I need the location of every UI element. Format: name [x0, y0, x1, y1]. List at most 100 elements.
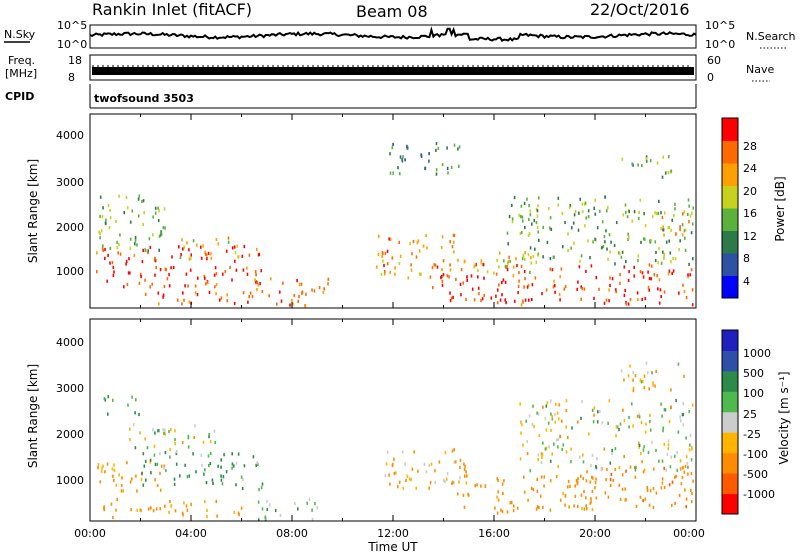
power-cell: [377, 252, 380, 256]
velocity-cell: [238, 513, 240, 517]
velocity-cell: [188, 474, 191, 478]
power-cell: [210, 256, 213, 260]
power-cell: [682, 212, 684, 216]
velocity-cell: [545, 404, 548, 408]
velocity-cell: [543, 475, 546, 479]
power-cbar-tick-4: 4: [743, 275, 750, 288]
power-cell: [595, 276, 598, 280]
power-cell: [116, 240, 118, 244]
freq-label-line2: [MHz]: [5, 67, 37, 80]
velocity-cell: [542, 505, 544, 509]
noise-left-tick-top: 10^5: [57, 19, 87, 32]
power-cell: [688, 204, 690, 208]
velocity-cell: [165, 469, 167, 473]
nave-label: Nave: [746, 63, 774, 76]
power-cell: [532, 254, 535, 259]
power-cell: [685, 296, 688, 300]
power-cell: [527, 253, 530, 257]
velocity-cell: [164, 504, 166, 508]
velocity-cell: [573, 504, 575, 508]
power-cell: [441, 283, 444, 287]
velocity-cell: [639, 495, 642, 499]
power-cell: [602, 245, 605, 249]
velocity-cell: [599, 409, 601, 413]
power-cell: [123, 285, 125, 289]
velocity-cell: [614, 467, 617, 472]
power-cell: [133, 254, 136, 258]
velocity-cell: [216, 514, 218, 518]
velocity-cell: [543, 484, 545, 488]
power-cell: [587, 239, 589, 243]
velocity-cell: [168, 510, 170, 514]
power-cell: [471, 287, 474, 291]
power-cell: [610, 240, 612, 244]
power-cell: [512, 274, 515, 278]
power-cell: [214, 285, 216, 289]
power-cell: [662, 228, 665, 232]
power-cell: [389, 152, 391, 156]
power-cell: [536, 253, 539, 257]
power-cell: [691, 222, 694, 226]
velocity-cell: [668, 483, 671, 487]
velocity-cell: [465, 470, 467, 474]
velocity-cell: [231, 452, 233, 456]
power-cell: [118, 242, 120, 246]
velocity-cell: [591, 408, 594, 412]
velocity-cell: [208, 432, 210, 437]
velocity-cell: [600, 468, 603, 472]
power-cell: [189, 268, 192, 272]
velocity-cell: [634, 468, 637, 472]
power-cell: [160, 232, 163, 236]
power-cell: [668, 239, 670, 243]
power-cell: [524, 277, 526, 281]
noise-left-label: N.Sky: [4, 28, 36, 41]
velocity-cell: [671, 503, 673, 508]
power-cell: [641, 271, 644, 275]
velocity-cell: [446, 472, 449, 476]
power-cell: [118, 194, 120, 198]
power-cell: [452, 240, 455, 244]
power-cell: [633, 210, 636, 214]
velocity-cell: [619, 497, 622, 502]
velocity-cell: [628, 425, 630, 429]
velocity-cell: [549, 479, 552, 483]
velocity-cell: [413, 450, 415, 454]
power-cell: [418, 249, 421, 253]
velocity-cell: [110, 502, 113, 506]
power-cell: [457, 258, 459, 262]
power-cell: [440, 245, 443, 250]
power-cell: [449, 263, 451, 267]
power-cell: [534, 276, 537, 280]
velocity-cell: [586, 470, 588, 474]
power-cell: [441, 163, 444, 167]
power-cell: [188, 248, 190, 252]
power-cell: [475, 263, 477, 267]
velocity-cell: [660, 486, 663, 490]
velocity-cell: [638, 413, 640, 417]
velocity-cell: [687, 472, 689, 476]
velocity-cell: [200, 453, 203, 457]
velocity-cell: [655, 491, 658, 495]
velocity-cell: [565, 399, 568, 403]
power-cell: [678, 291, 680, 295]
velocity-cell: [536, 489, 539, 493]
power-cell: [462, 281, 464, 285]
freq-band: [92, 67, 694, 75]
velocity-cell: [687, 465, 689, 469]
power-cell: [528, 298, 530, 302]
power-cell: [217, 242, 220, 246]
velocity-cell: [203, 472, 205, 476]
power-cell: [692, 257, 694, 261]
power-cell: [662, 250, 664, 254]
velocity-cell: [401, 450, 404, 454]
power-cell: [553, 279, 555, 283]
power-cell: [518, 279, 520, 283]
velocity-cell: [643, 386, 646, 390]
velocity-colorbar-segment: [722, 330, 738, 351]
velocity-cell: [591, 508, 594, 512]
power-cell: [683, 229, 686, 233]
velocity-cell: [661, 481, 664, 485]
power-cell: [298, 283, 301, 287]
velocity-cell: [269, 503, 271, 507]
power-colorbar-segment: [722, 163, 738, 186]
